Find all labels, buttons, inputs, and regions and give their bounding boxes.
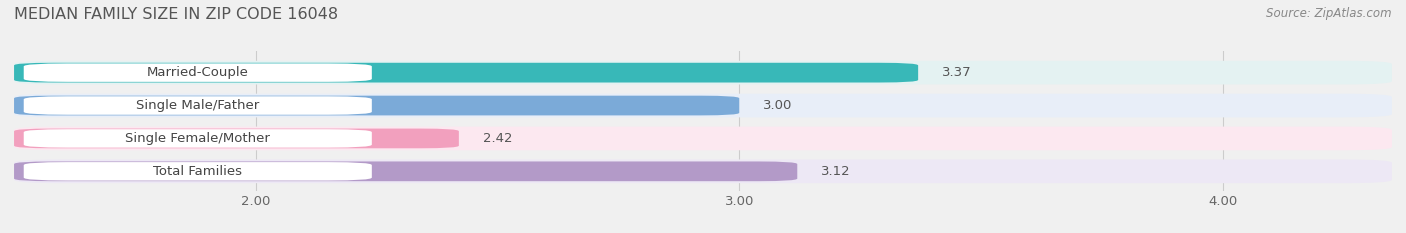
Text: Total Families: Total Families — [153, 165, 242, 178]
FancyBboxPatch shape — [14, 96, 740, 115]
FancyBboxPatch shape — [24, 63, 371, 82]
Text: 3.00: 3.00 — [763, 99, 793, 112]
FancyBboxPatch shape — [14, 127, 1392, 150]
FancyBboxPatch shape — [24, 162, 371, 181]
Text: 3.12: 3.12 — [821, 165, 851, 178]
Text: Source: ZipAtlas.com: Source: ZipAtlas.com — [1267, 7, 1392, 20]
FancyBboxPatch shape — [14, 159, 1392, 183]
FancyBboxPatch shape — [24, 96, 371, 115]
Text: 2.42: 2.42 — [484, 132, 513, 145]
FancyBboxPatch shape — [14, 161, 797, 181]
Text: Single Female/Mother: Single Female/Mother — [125, 132, 270, 145]
FancyBboxPatch shape — [14, 129, 458, 148]
FancyBboxPatch shape — [14, 63, 918, 82]
Text: Married-Couple: Married-Couple — [146, 66, 249, 79]
Text: Single Male/Father: Single Male/Father — [136, 99, 259, 112]
FancyBboxPatch shape — [24, 129, 371, 148]
FancyBboxPatch shape — [14, 94, 1392, 117]
Text: 3.37: 3.37 — [942, 66, 972, 79]
FancyBboxPatch shape — [14, 61, 1392, 85]
Text: MEDIAN FAMILY SIZE IN ZIP CODE 16048: MEDIAN FAMILY SIZE IN ZIP CODE 16048 — [14, 7, 339, 22]
